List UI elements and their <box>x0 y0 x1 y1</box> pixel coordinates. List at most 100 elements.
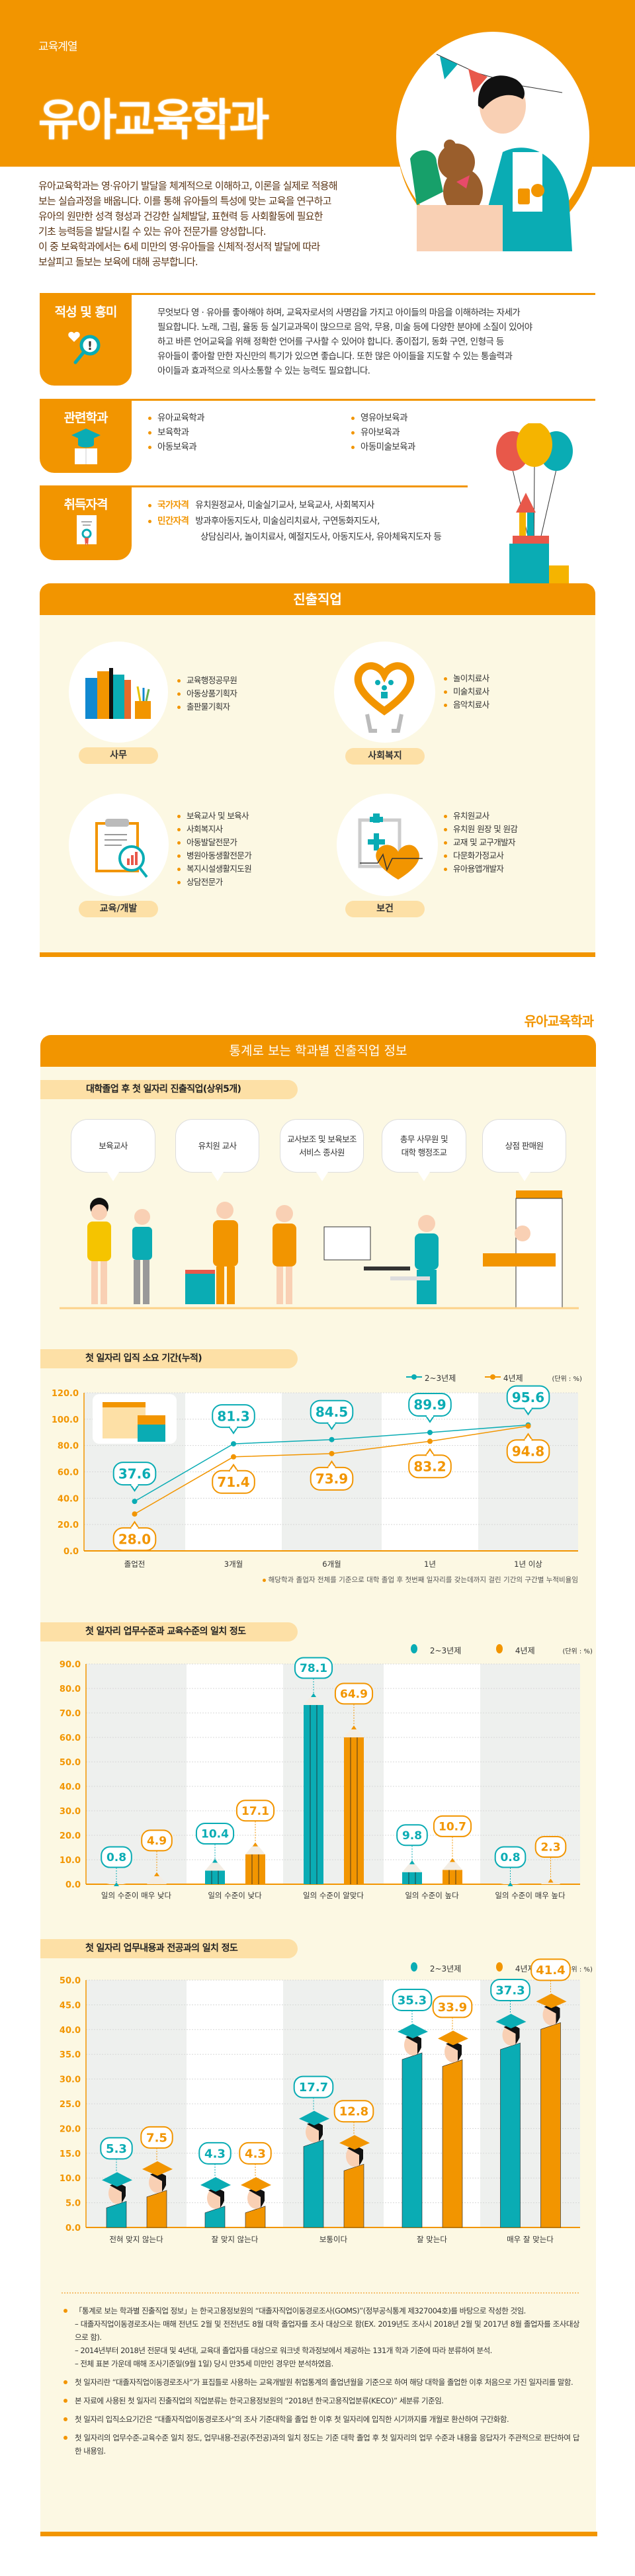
balloons-castle-illustration <box>496 423 573 585</box>
books-icon <box>85 668 151 719</box>
footnotes: 「통계로 보는 학과별 진출직업 정보」는 한국고용정보원의 “대졸자직업이동경… <box>64 2304 580 2463</box>
footnote-item: 첫 일자리란 “대졸자직업이동경로조사”가 표집틀로 사용하는 교육개발원 취업… <box>64 2376 579 2389</box>
medical-heart-icon <box>358 813 423 880</box>
chart2-title: 첫 일자리 업무수준과 교육수준의 일치 정도 <box>40 1622 298 1641</box>
clipboard-chart-icon <box>95 819 148 878</box>
footnote-subitem: – 전체 표본 가운데 매해 조사기준일(9월 1일) 당시 만35세 미만인 … <box>75 2359 333 2368</box>
unit-label: (단위 : %) <box>552 1376 582 1383</box>
chart3-title: 첫 일자리 업무내용과 전공과의 일치 정도 <box>40 1939 298 1958</box>
section-divider <box>40 293 595 295</box>
career-item: 교육행정공무원 <box>177 673 237 686</box>
intro-line: 보살피고 돌보는 보육에 대해 공부합니다. <box>38 256 198 268</box>
license-section-label: 취득자격 <box>40 485 132 560</box>
career-item: 미술치료사 <box>444 685 489 697</box>
legend-marker-a <box>411 1962 417 1972</box>
career-item: 유치원 원장 및 원감 <box>444 822 518 835</box>
license-title: 취득자격 <box>64 497 108 512</box>
aptitude-line: 하고 바른 언어교육을 위해 정확한 언어를 구사할 수 있어야 합니다. 종이… <box>157 337 504 347</box>
heart-hands-icon <box>354 662 415 733</box>
career-item: 병원아동생활전문가 <box>177 849 252 861</box>
related-section-label: 관련학과 <box>40 399 132 473</box>
license-private: 민간자격 방과후아동지도사, 미술심리치료사, 구연동화지도사, <box>148 513 380 526</box>
career-item: 보육교사 및 보육사 <box>177 809 249 821</box>
career-group-label: 보건 <box>345 901 425 917</box>
top-job-bubble: 교사보조 및 보육보조 서비스 종사원 <box>280 1119 364 1181</box>
related-item: 보육학과 <box>148 425 189 438</box>
aptitude-section-label: 적성 및 흥미 ! <box>40 293 132 386</box>
footnote-text: 본 자료에 사용된 첫 일자리 진출직업의 직업분류는 한국고용정보원의 “20… <box>75 2396 444 2405</box>
top-job-bubble: 총무 사무원 및 대학 행정조교 <box>382 1119 466 1181</box>
footnote-text: 첫 일자리의 업무수준-교육수준 일치 정도, 업무내용-전공(주전공)과의 일… <box>75 2433 580 2456</box>
legend-marker-b <box>496 1962 503 1972</box>
section-divider <box>40 485 468 487</box>
related-item: 유아교육학과 <box>148 410 205 423</box>
office-clerk-figure <box>364 1215 439 1304</box>
career-group-label: 사무 <box>79 747 158 764</box>
legend-marker-b <box>496 1644 503 1653</box>
career-item: 놀이치료사 <box>444 671 489 684</box>
department-label: 유아교육학과 <box>524 1013 594 1029</box>
intro-line: 이 중 보육학과에서는 6세 미만의 영·유아들을 신체적·정서적 발달에 따라 <box>38 241 320 253</box>
career-item: 아동발달전문가 <box>177 835 237 848</box>
intro-line: 기초 능력등을 발달시킬 수 있는 유아 전문가를 양성합니다. <box>38 226 267 237</box>
aptitude-line: 필요합니다. 노래, 그림, 율동 등 실기교과목이 많으므로 음악, 무용, … <box>157 322 532 333</box>
career-item: 유아용앱개발자 <box>444 862 504 874</box>
career-item: 교재 및 교구개발자 <box>444 835 516 848</box>
career-group-circle <box>69 794 169 896</box>
legend-marker-b <box>485 1374 501 1380</box>
related-item: 아동미술보육과 <box>351 439 415 452</box>
top-jobs-title: 대학졸업 후 첫 일자리 진출직업(상위5개) <box>40 1080 298 1099</box>
svg-text:!: ! <box>87 339 92 353</box>
careers-title: 진출직업 <box>40 583 595 615</box>
career-group-label: 사회복지 <box>345 748 425 765</box>
footnote-item: 본 자료에 사용된 첫 일자리 진출직업의 직업분류는 한국고용정보원의 “20… <box>64 2394 579 2407</box>
aptitude-line: 아이들과 효과적으로 의사소통할 수 있는 능력도 필요합니다. <box>157 366 370 376</box>
top-job-bubble: 유치원 교사 <box>175 1119 259 1181</box>
career-item: 유치원교사 <box>444 809 489 821</box>
intro-line: 유아의 원만한 성격 형성과 건강한 실체발달, 표현력 등 사회활동에 필요한 <box>38 210 323 222</box>
unit-label: (단위 : %) <box>562 1648 593 1655</box>
assistant-figure <box>273 1205 371 1304</box>
stats-bottom-bar <box>40 2532 597 2536</box>
career-item: 복지시설생활지도원 <box>177 862 252 874</box>
aptitude-text: 무엇보다 영 · 유아를 좋아해야 하며, 교육자로서의 사명감을 가지고 아이… <box>157 306 589 378</box>
footnote-item: 첫 일자리의 업무수준-교육수준 일치 정도, 업무내용-전공(주전공)과의 일… <box>64 2431 580 2458</box>
intro-line: 유아교육학과는 영·유아기 발달을 체계적으로 이해하고, 이론을 실제로 적용… <box>38 180 338 192</box>
chart1-title: 첫 일자리 입직 소요 기간(누적) <box>40 1349 298 1368</box>
related-item: 아동보육과 <box>148 439 197 452</box>
graduation-book-icon <box>71 429 101 464</box>
magnifier-heart-icon: ! <box>67 331 100 364</box>
career-group-circle <box>69 642 168 743</box>
careers-bottom-bar <box>40 952 595 957</box>
legend-marker-a <box>411 1644 417 1653</box>
legend-label-b: 4년제 <box>515 1964 535 1974</box>
career-group-circle <box>337 794 438 896</box>
chart1-note: 해당학과 졸업자 전체를 기준으로 대학 졸업 후 첫번째 일자리를 갖는데까지… <box>218 1575 578 1585</box>
related-item: 유아보육과 <box>351 425 400 438</box>
childcare-teacher-figure <box>87 1198 152 1304</box>
section-divider <box>40 399 595 401</box>
footnote-subitem: – 2014년부터 2018년 전문대 및 4년대, 교육대 졸업자를 대상으로… <box>75 2346 492 2355</box>
workers-illustration <box>60 1190 579 1309</box>
legend-label-a: 2~3년제 <box>429 1964 462 1974</box>
footnote-item: 첫 일자리 입직소요기간은 “대졸자직업이동경로조사”의 조사 기준대학을 졸업… <box>64 2413 579 2426</box>
career-item: 출판물기획자 <box>177 700 230 712</box>
kindergarten-teacher-figure <box>185 1202 238 1304</box>
footnote-text: 첫 일자리란 “대졸자직업이동경로조사”가 표집틀로 사용하는 교육개발원 취업… <box>75 2378 573 2387</box>
store-clerk-figure <box>483 1190 563 1309</box>
footnote-item: 「통계로 보는 학과별 진출직업 정보」는 한국고용정보원의 “대졸자직업이동경… <box>64 2304 580 2370</box>
intro-paragraph: 유아교육학과는 영·유아기 발달을 체계적으로 이해하고, 이론을 실제로 적용… <box>38 179 396 270</box>
related-title: 관련학과 <box>64 411 108 425</box>
career-item: 사회복지사 <box>177 822 223 835</box>
career-item: 음악치료사 <box>444 698 489 710</box>
career-group-label: 교육/개발 <box>79 901 158 917</box>
aptitude-line: 유아들이 좋아할 만한 자신만의 특기가 있으면 좋습니다. 또한 많은 아이들… <box>157 351 513 362</box>
career-item: 다문화가정교사 <box>444 849 504 861</box>
unit-label: (단위 : %) <box>562 1966 593 1974</box>
chart3-legend: 2~3년제 4년제 (단위 : %) <box>410 1962 593 1974</box>
chart1-legend: 2~3년제 4년제 (단위 : %) <box>406 1372 582 1384</box>
footnote-text: 「통계로 보는 학과별 진출직업 정보」는 한국고용정보원의 “대졸자직업이동경… <box>75 2306 526 2315</box>
aptitude-line: 무엇보다 영 · 유아를 좋아해야 하며, 교육자로서의 사명감을 가지고 아이… <box>157 308 521 318</box>
stats-title: 통계로 보는 학과별 진출직업 정보 <box>40 1035 596 1067</box>
top-job-bubble: 보육교사 <box>71 1119 155 1181</box>
